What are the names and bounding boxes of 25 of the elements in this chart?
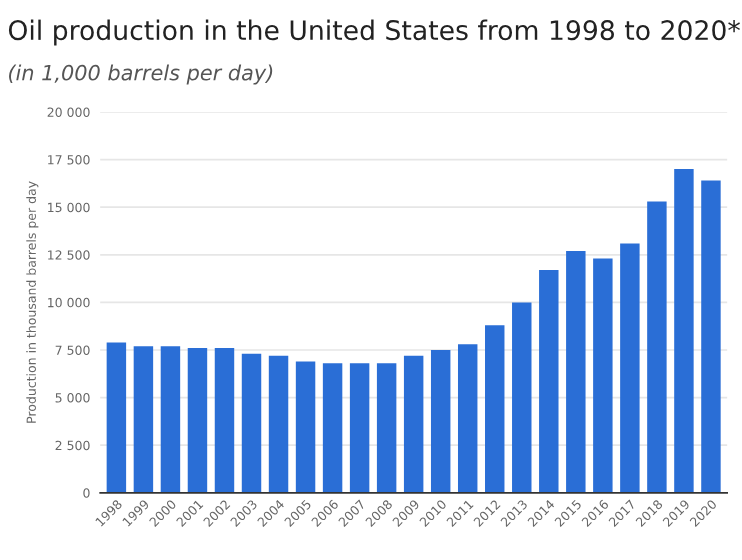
bar [187,348,208,493]
bar [241,353,262,493]
bar [268,355,289,493]
bar [701,180,721,493]
bar [133,346,154,493]
bar [430,350,451,493]
bar [295,361,316,493]
bar [539,270,559,493]
bar [647,201,667,493]
bar [322,363,343,493]
bar [214,348,235,493]
bar [457,344,478,493]
bar [566,250,586,493]
bar [674,169,694,493]
bar [593,258,613,493]
bar [620,243,640,493]
bar [349,363,370,493]
chart-subtitle: (in 1,000 barrels per day) [9,64,273,85]
bar [485,325,505,493]
chart-title: Oil production in the United States from 1998 to 2020* [8,19,740,46]
bar [403,355,424,493]
bar [376,363,397,493]
bar [512,302,532,493]
bar [106,342,127,493]
bar [160,346,181,493]
